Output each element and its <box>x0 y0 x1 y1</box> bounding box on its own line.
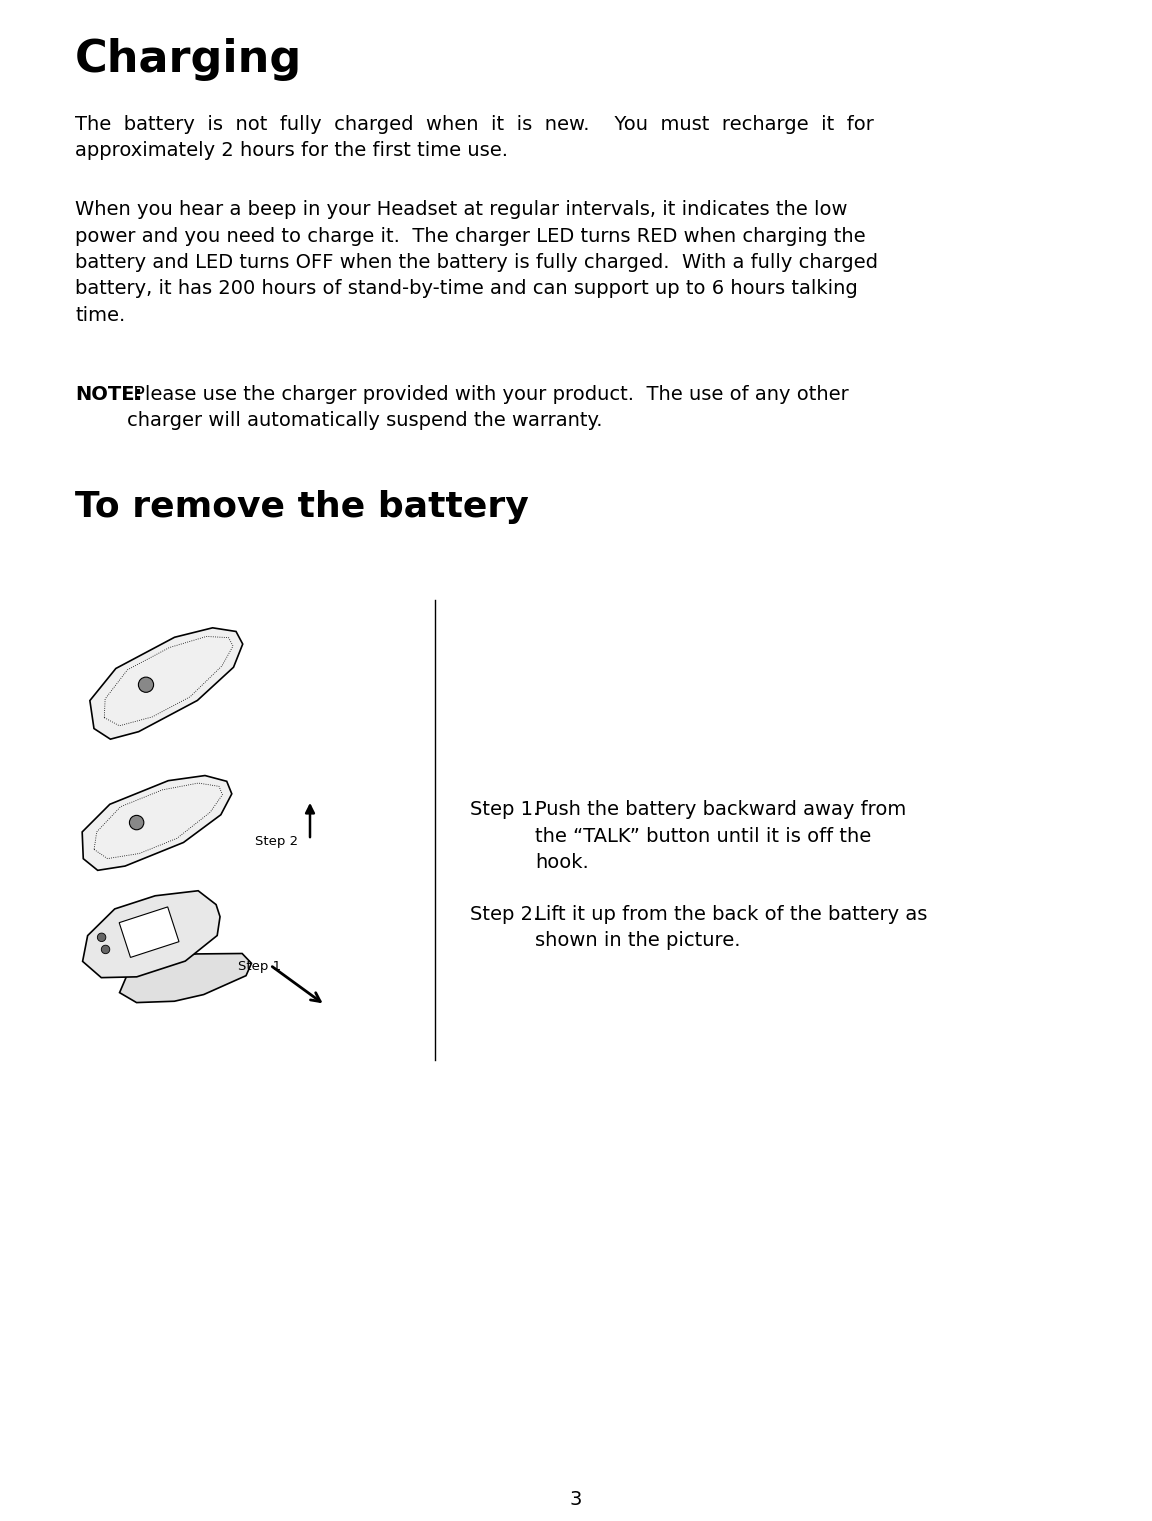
Polygon shape <box>120 954 251 1002</box>
Text: Step 2.: Step 2. <box>470 905 539 923</box>
Text: The  battery  is  not  fully  charged  when  it  is  new.    You  must  recharge: The battery is not fully charged when it… <box>75 116 874 161</box>
Text: To remove the battery: To remove the battery <box>75 490 529 525</box>
Text: Step 2: Step 2 <box>255 835 298 849</box>
Polygon shape <box>83 891 220 978</box>
Circle shape <box>129 815 144 830</box>
Circle shape <box>101 945 109 954</box>
Text: Please use the charger provided with your product.  The use of any other
charger: Please use the charger provided with you… <box>127 385 849 430</box>
Text: Step 1.: Step 1. <box>470 800 539 818</box>
Text: Step 1: Step 1 <box>238 960 281 973</box>
Text: Push the battery backward away from
the “TALK” button until it is off the
hook.: Push the battery backward away from the … <box>535 800 907 872</box>
Circle shape <box>138 677 153 692</box>
Text: NOTE:: NOTE: <box>75 385 142 405</box>
Polygon shape <box>90 628 243 739</box>
Polygon shape <box>82 776 232 870</box>
Text: Lift it up from the back of the battery as
shown in the picture.: Lift it up from the back of the battery … <box>535 905 927 951</box>
Circle shape <box>98 932 106 941</box>
Text: Charging: Charging <box>75 38 302 81</box>
Text: When you hear a beep in your Headset at regular intervals, it indicates the low
: When you hear a beep in your Headset at … <box>75 199 878 325</box>
Polygon shape <box>119 907 179 957</box>
Text: 3: 3 <box>570 1491 582 1509</box>
